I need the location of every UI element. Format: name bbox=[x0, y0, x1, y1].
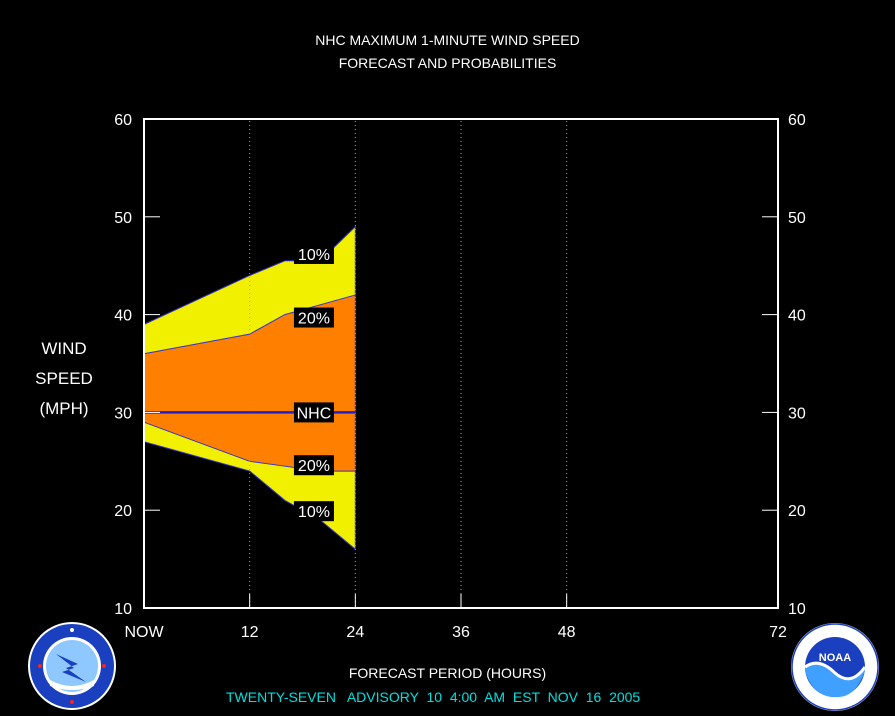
chart-subtitle: FORECAST AND PROBABILITIES bbox=[338, 55, 557, 71]
y-tick-label-left: 50 bbox=[114, 210, 132, 227]
y-axis-label-line-2: SPEED bbox=[35, 369, 93, 388]
noaa-logo: NOAA bbox=[791, 623, 879, 711]
x-tick-label: 72 bbox=[769, 624, 787, 641]
y-tick-label-left: 60 bbox=[114, 112, 132, 129]
y-tick-label-right: 50 bbox=[788, 210, 806, 227]
band-label-bg bbox=[293, 402, 334, 423]
y-tick-label-right: 60 bbox=[788, 112, 806, 129]
band-20pct bbox=[143, 294, 356, 472]
x-tick-label: 36 bbox=[452, 624, 470, 641]
band-label: 20% bbox=[298, 311, 330, 328]
x-tick-label: NOW bbox=[124, 624, 164, 641]
svg-text:NOAA: NOAA bbox=[819, 652, 851, 664]
y-axis-label-line-3: (MPH) bbox=[39, 399, 89, 418]
band-label: 10% bbox=[298, 504, 330, 521]
y-axis-label-line-1: WIND bbox=[41, 339, 87, 358]
y-tick-label-right: 10 bbox=[788, 601, 806, 618]
y-tick-label-right: 40 bbox=[788, 308, 806, 325]
x-axis-label: FORECAST PERIOD (HOURS) bbox=[348, 665, 547, 681]
x-tick-label: 12 bbox=[241, 624, 259, 641]
band-label: 20% bbox=[298, 458, 330, 475]
band-label-bg bbox=[293, 243, 334, 264]
y-tick-label-right: 30 bbox=[788, 405, 806, 422]
nws-logo bbox=[28, 622, 116, 710]
y-tick-label-left: 20 bbox=[114, 503, 132, 520]
advisory-line: TWENTY-SEVEN ADVISORY 10 4:00 AM EST NOV… bbox=[226, 689, 641, 705]
x-tick-label: 48 bbox=[558, 624, 576, 641]
y-tick-label-right: 20 bbox=[788, 503, 806, 520]
band-label: 10% bbox=[298, 247, 330, 264]
band-label-bg bbox=[293, 307, 334, 328]
chart-title: NHC MAXIMUM 1-MINUTE WIND SPEED bbox=[315, 32, 580, 48]
x-tick-label: 24 bbox=[346, 624, 364, 641]
y-tick-label-left: 30 bbox=[114, 405, 132, 422]
y-tick-label-left: 10 bbox=[114, 601, 132, 618]
band-label: NHC bbox=[297, 405, 332, 422]
band-label-bg bbox=[293, 455, 334, 476]
band-label-bg bbox=[293, 501, 334, 522]
y-tick-label-left: 40 bbox=[114, 308, 132, 325]
